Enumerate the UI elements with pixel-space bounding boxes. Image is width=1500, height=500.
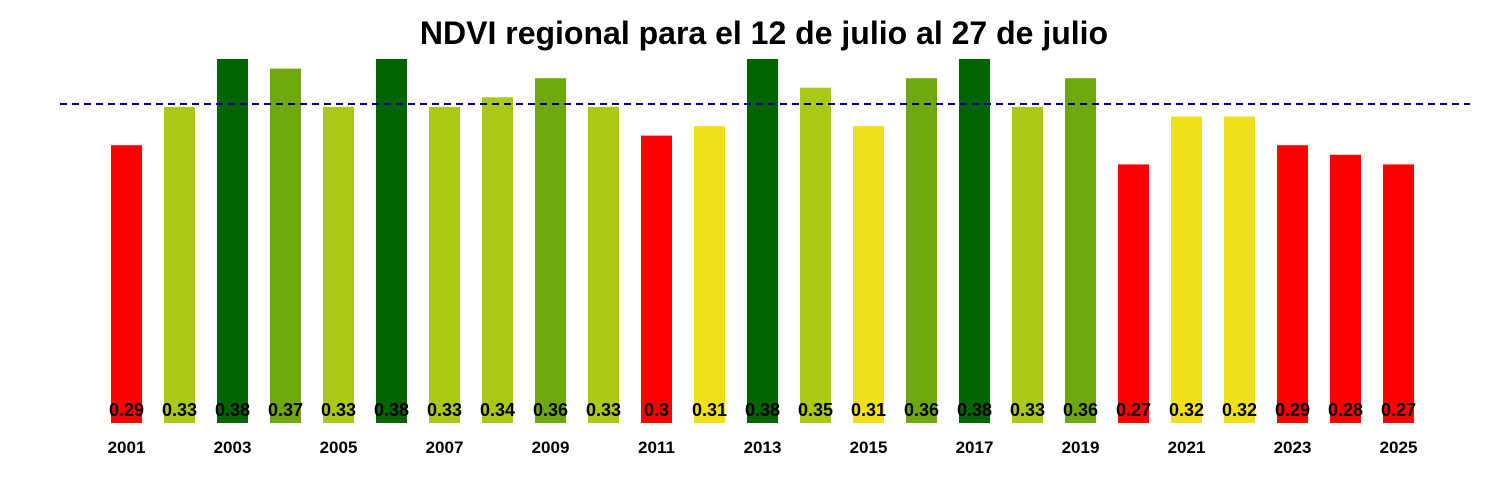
- bar-value-label: 0.35: [798, 400, 833, 420]
- bar-value-label: 0.33: [427, 400, 462, 420]
- bar-value-label: 0.33: [586, 400, 621, 420]
- x-tick-label: 2013: [744, 438, 782, 457]
- bar-value-label: 0.33: [321, 400, 356, 420]
- bar-value-label: 0.36: [533, 400, 568, 420]
- bar-value-label: 0.38: [745, 400, 780, 420]
- bar-value-label: 0.33: [1010, 400, 1045, 420]
- bar-value-label: 0.37: [268, 400, 303, 420]
- bar-2009: [535, 78, 566, 423]
- bar-2005: [323, 106, 354, 424]
- x-tick-label: 2017: [956, 438, 994, 457]
- bar-value-label: 0.27: [1381, 400, 1416, 420]
- bar-2015: [853, 126, 884, 423]
- bar-2022: [1224, 116, 1255, 423]
- bar-2020: [1118, 164, 1149, 423]
- bar-2019: [1065, 78, 1096, 423]
- bar-2007: [429, 106, 460, 424]
- bar-2004: [270, 68, 301, 423]
- x-tick-label: 2015: [850, 438, 888, 457]
- bar-value-label: 0.33: [162, 400, 197, 420]
- bar-value-label: 0.28: [1328, 400, 1363, 420]
- x-tick-label: 2019: [1062, 438, 1100, 457]
- bar-2016: [906, 78, 937, 423]
- bar-value-label: 0.31: [851, 400, 886, 420]
- x-tick-label: 2005: [320, 438, 358, 457]
- x-axis-ticks-group: 2001 2003 2005 2007 2009 2011 2013 2015 2017 2019…: [108, 438, 1418, 457]
- bar-2003: [217, 59, 248, 423]
- bars-group: [111, 59, 1414, 424]
- bar-value-label: 0.29: [109, 400, 144, 420]
- bar-2002: [164, 106, 195, 424]
- bar-value-label: 0.3: [644, 400, 669, 420]
- bar-value-label: 0.32: [1222, 400, 1257, 420]
- bar-2018: [1012, 106, 1043, 424]
- x-tick-label: 2009: [532, 438, 570, 457]
- bar-value-label: 0.38: [215, 400, 250, 420]
- x-tick-label: 2007: [426, 438, 464, 457]
- bar-2011: [641, 135, 672, 423]
- bar-2014: [800, 87, 831, 423]
- bar-value-label: 0.31: [692, 400, 727, 420]
- bar-2006: [376, 59, 407, 423]
- bar-value-label: 0.32: [1169, 400, 1204, 420]
- bar-value-label: 0.27: [1116, 400, 1151, 420]
- bar-2001: [111, 145, 142, 423]
- value-labels-group: 0.29 0.33 0.38 0.37 0.33 0.38 0.33 0.34 0.36 0.33…: [109, 400, 1416, 420]
- bar-2010: [588, 106, 619, 424]
- bar-2013: [747, 59, 778, 423]
- bar-value-label: 0.38: [374, 400, 409, 420]
- chart-title: NDVI regional para el 12 de julio al 27 …: [420, 15, 1108, 51]
- bar-value-label: 0.36: [1063, 400, 1098, 420]
- bar-2025: [1383, 164, 1414, 423]
- x-tick-label: 2011: [638, 438, 675, 457]
- x-tick-label: 2003: [214, 438, 252, 457]
- bar-value-label: 0.38: [957, 400, 992, 420]
- bar-2008: [482, 97, 513, 424]
- bar-2021: [1171, 116, 1202, 423]
- bar-2012: [694, 126, 725, 423]
- x-tick-label: 2023: [1274, 438, 1312, 457]
- x-tick-label: 2025: [1380, 438, 1418, 457]
- bar-2024: [1330, 154, 1361, 424]
- bar-value-label: 0.34: [480, 400, 515, 420]
- x-tick-label: 2001: [108, 438, 146, 457]
- bar-2023: [1277, 145, 1308, 423]
- bar-value-label: 0.29: [1275, 400, 1310, 420]
- bar-2017: [959, 59, 990, 423]
- x-tick-label: 2021: [1168, 438, 1206, 457]
- bar-value-label: 0.36: [904, 400, 939, 420]
